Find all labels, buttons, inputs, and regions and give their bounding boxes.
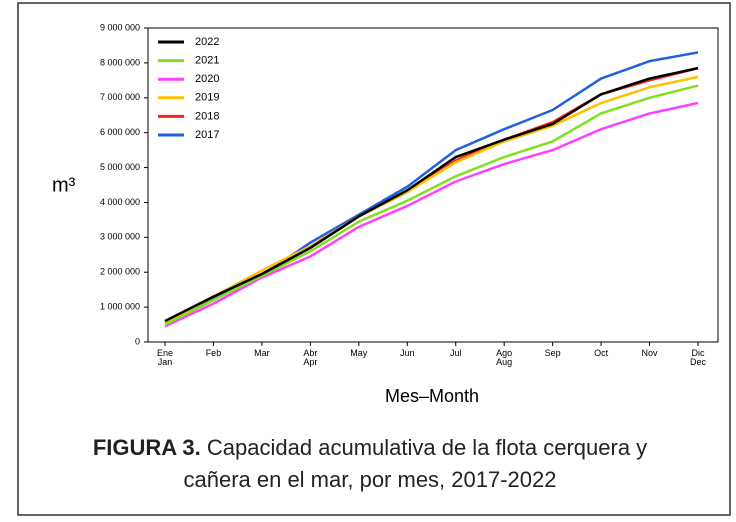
x-tick-label-line: Jan: [158, 357, 173, 367]
x-tick-label: Mar: [254, 348, 270, 358]
x-tick-label-line: Jun: [400, 348, 415, 358]
y-tick-label: 8 000 000: [100, 57, 140, 67]
y-tick-label: 6 000 000: [100, 127, 140, 137]
x-tick-label-line: May: [350, 348, 368, 358]
x-tick-label: Ene Jan: [157, 348, 173, 367]
x-tick-label-line: Abr: [303, 348, 317, 358]
legend-label: 2017: [195, 129, 219, 141]
caption-text: Capacidad acumulativa de la flota cerque…: [183, 435, 648, 492]
line-series: [164, 84, 699, 326]
legend-label: 2021: [195, 55, 219, 67]
x-tick-label-line: Sep: [545, 348, 561, 358]
x-tick-label-line: Nov: [642, 348, 659, 358]
y-tick-label: 9 000 000: [100, 22, 140, 32]
x-tick-label: Oct: [594, 348, 609, 358]
y-tick-label: 0: [135, 336, 140, 346]
x-tick-label: Feb: [206, 348, 222, 358]
x-tick-label: Sep: [545, 348, 561, 358]
x-tick-label-line: Jul: [450, 348, 462, 358]
x-tick-label: Abr Apr: [303, 348, 317, 367]
x-tick-label-line: Oct: [594, 348, 609, 358]
x-tick-label-line: Apr: [303, 357, 317, 367]
legend-label: 2020: [195, 73, 219, 85]
y-tick-label: 4 000 000: [100, 197, 140, 207]
x-tick-label: Ago Aug: [496, 348, 512, 367]
line-series: [164, 101, 699, 328]
x-tick-label: Dic Dec: [690, 348, 707, 367]
x-tick-label-line: Ene: [157, 348, 173, 358]
plot-box: [147, 27, 719, 343]
y-tick-label: 5 000 000: [100, 162, 140, 172]
caption-label: FIGURA 3.: [92, 435, 201, 460]
x-tick-label: Jul: [450, 348, 462, 358]
x-tick-label: Nov: [642, 348, 659, 358]
caption: FIGURA 3. Capacidad acumulativa de la fl…: [60, 432, 680, 496]
y-tick-label: 3 000 000: [100, 232, 140, 242]
y-tick-label: 2 000 000: [100, 267, 140, 277]
line-series: [164, 75, 699, 324]
y-axis-label: m³: [52, 174, 76, 196]
x-tick-label-line: Aug: [496, 357, 512, 367]
y-tick-label: 7 000 000: [100, 92, 140, 102]
x-tick-label-line: Feb: [206, 348, 222, 358]
line-series: [164, 66, 699, 323]
legend-label: 2022: [195, 36, 219, 48]
x-tick-label: Jun: [400, 348, 415, 358]
x-tick-label-line: Dec: [690, 357, 707, 367]
legend-label: 2018: [195, 110, 219, 122]
x-axis-label: Mes–Month: [385, 386, 479, 406]
x-tick-label-line: Mar: [254, 348, 270, 358]
x-tick-label-line: Dic: [692, 348, 705, 358]
y-tick-label: 1 000 000: [100, 301, 140, 311]
legend-label: 2019: [195, 92, 219, 104]
x-tick-label: May: [350, 348, 368, 358]
x-tick-label-line: Ago: [496, 348, 512, 358]
frame: [17, 2, 731, 516]
